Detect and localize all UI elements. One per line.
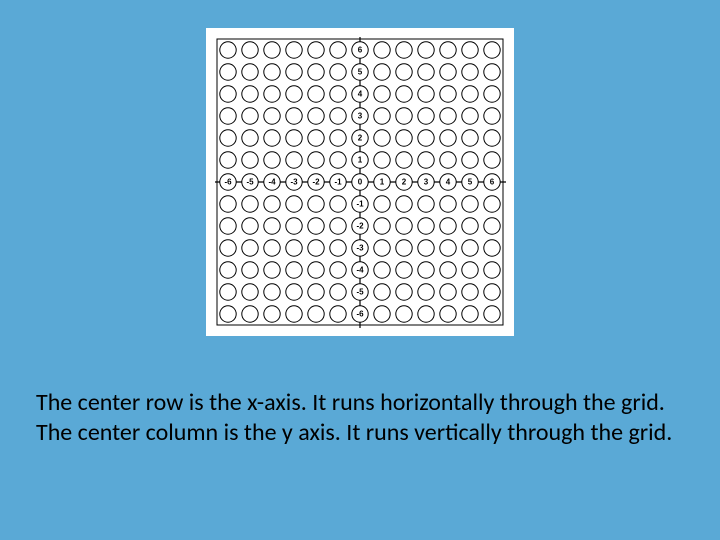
x-axis-label: 5 [468,178,473,187]
y-axis-label: -3 [356,244,364,253]
y-axis-label: 2 [358,134,363,143]
y-axis-label: -5 [356,288,364,297]
y-axis-label: 4 [358,90,363,99]
y-axis-label: -4 [356,266,364,275]
x-axis-label: -3 [290,178,298,187]
y-axis-label: 5 [358,68,363,77]
slide: -6 -5 -4 -3 -2 -1 0 1 2 3 4 5 6 6 5 4 3 2 1 -1 -2 -3 -4 -5 -6 Th… [0,0,720,540]
y-axis-label: -6 [356,310,364,319]
y-axis-label: 3 [358,112,363,121]
coordinate-grid: -6 -5 -4 -3 -2 -1 0 1 2 3 4 5 6 6 5 4 3 2 1 -1 -2 -3 -4 -5 -6 [214,36,506,328]
x-axis-label: -4 [268,178,276,187]
caption-text: The center row is the x-axis. It runs ho… [36,388,680,448]
y-axis-label: -2 [356,222,364,231]
x-axis-label: -2 [312,178,320,187]
x-axis-label: 0 [358,178,363,187]
x-axis-label: 2 [402,178,407,187]
grid-panel: -6 -5 -4 -3 -2 -1 0 1 2 3 4 5 6 6 5 4 3 2 1 -1 -2 -3 -4 -5 -6 [206,28,514,336]
y-axis-label: 6 [358,46,363,55]
x-axis-label: 4 [446,178,451,187]
y-axis-label: 1 [358,156,363,165]
x-axis-label: 3 [424,178,429,187]
x-axis-label: 6 [490,178,495,187]
x-axis-label: -6 [224,178,232,187]
y-axis-label: -1 [356,200,364,209]
x-axis-label: -5 [246,178,254,187]
x-axis-label: 1 [380,178,385,187]
x-axis-label: -1 [334,178,342,187]
